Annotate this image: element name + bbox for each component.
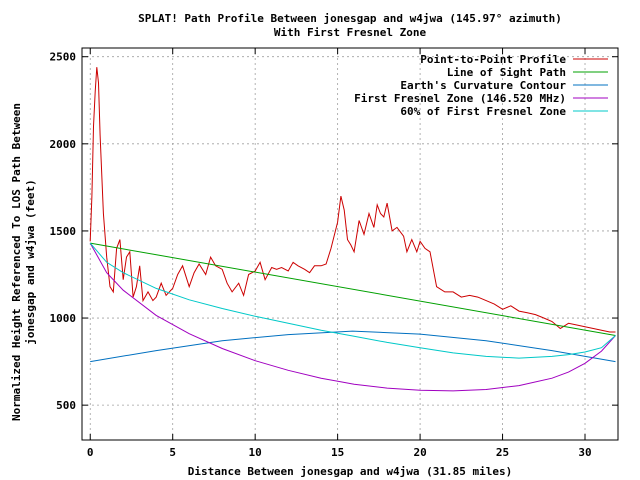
series-line-0 bbox=[89, 67, 616, 333]
legend-label-2: Earth's Curvature Contour bbox=[400, 79, 566, 92]
y-tick-label: 500 bbox=[56, 399, 76, 412]
series-line-1 bbox=[90, 242, 616, 336]
plot-frame bbox=[81, 47, 619, 441]
y-tick-label: 1500 bbox=[50, 225, 77, 238]
x-tick-label: 5 bbox=[169, 446, 176, 459]
chart-title-line1: SPLAT! Path Profile Between jonesgap and… bbox=[138, 12, 562, 25]
series-line-3 bbox=[89, 242, 616, 392]
series-line-4 bbox=[89, 242, 616, 359]
y-axis-label-line1: Normalized Height Referenced To LOS Path… bbox=[10, 103, 23, 421]
y-tick-label: 2500 bbox=[50, 51, 77, 64]
x-tick-label: 15 bbox=[331, 446, 344, 459]
legend-label-0: Point-to-Point Profile bbox=[420, 53, 566, 66]
y-tick-label: 1000 bbox=[50, 312, 77, 325]
series-lines bbox=[89, 67, 616, 392]
legend-label-1: Line of Sight Path bbox=[447, 66, 566, 79]
chart-title-line2: With First Fresnel Zone bbox=[274, 26, 427, 39]
x-tick-label: 30 bbox=[578, 446, 591, 459]
legend-label-3: First Fresnel Zone (146.520 MHz) bbox=[354, 92, 566, 105]
axis-ticks: 0 5 10 15 20 25 30 500 1000 1500 2000 2500 bbox=[50, 48, 618, 459]
y-axis-label-line2: jonesgap and w4jwa (feet) bbox=[24, 179, 37, 345]
x-tick-label: 10 bbox=[249, 446, 262, 459]
x-tick-label: 0 bbox=[87, 446, 94, 459]
series-line-2 bbox=[90, 330, 616, 363]
x-tick-label: 20 bbox=[413, 446, 426, 459]
legend-label-4: 60% of First Fresnel Zone bbox=[400, 105, 566, 118]
y-tick-label: 2000 bbox=[50, 138, 77, 151]
grid-lines bbox=[82, 48, 618, 440]
x-tick-label: 25 bbox=[496, 446, 509, 459]
x-axis-label: Distance Between jonesgap and w4jwa (31.… bbox=[188, 465, 513, 478]
